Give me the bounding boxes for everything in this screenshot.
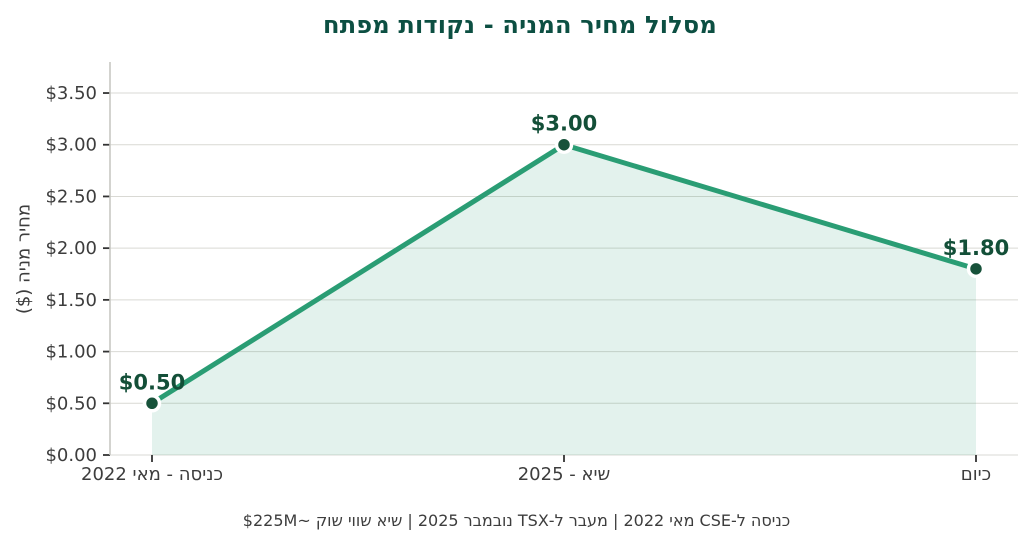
y-tick-label: $1.50 <box>45 290 97 311</box>
x-tick-label: שיא - 2025 <box>517 464 611 485</box>
y-tick-label: $3.00 <box>45 135 97 156</box>
x-tick-label: כיום <box>960 464 992 485</box>
footer-caption: כניסה ל-CSE מאי 2022 | מעבר ל-TSX נובמבר… <box>242 511 791 530</box>
y-tick-label: $0.00 <box>45 445 97 466</box>
x-tick-label: כניסה - מאי 2022 <box>81 464 223 485</box>
y-tick-label: $2.50 <box>45 186 97 207</box>
data-point-label: $3.00 <box>531 112 597 136</box>
y-tick-label: $2.00 <box>45 238 97 259</box>
data-point-marker <box>554 135 574 154</box>
y-axis-title: מחיר מניה ($) <box>13 203 35 315</box>
area-fill <box>152 144 976 455</box>
data-point-marker <box>142 394 162 413</box>
y-tick-label: $1.00 <box>45 342 97 363</box>
chart-title: מסלול מחיר המניה - נקודות מפתח <box>323 11 717 39</box>
y-tick-label: $0.50 <box>45 393 97 414</box>
data-point-label: $1.80 <box>943 236 1009 260</box>
data-point-label: $0.50 <box>119 370 185 394</box>
y-tick-label: $3.50 <box>45 83 97 104</box>
data-point-marker <box>966 259 986 279</box>
